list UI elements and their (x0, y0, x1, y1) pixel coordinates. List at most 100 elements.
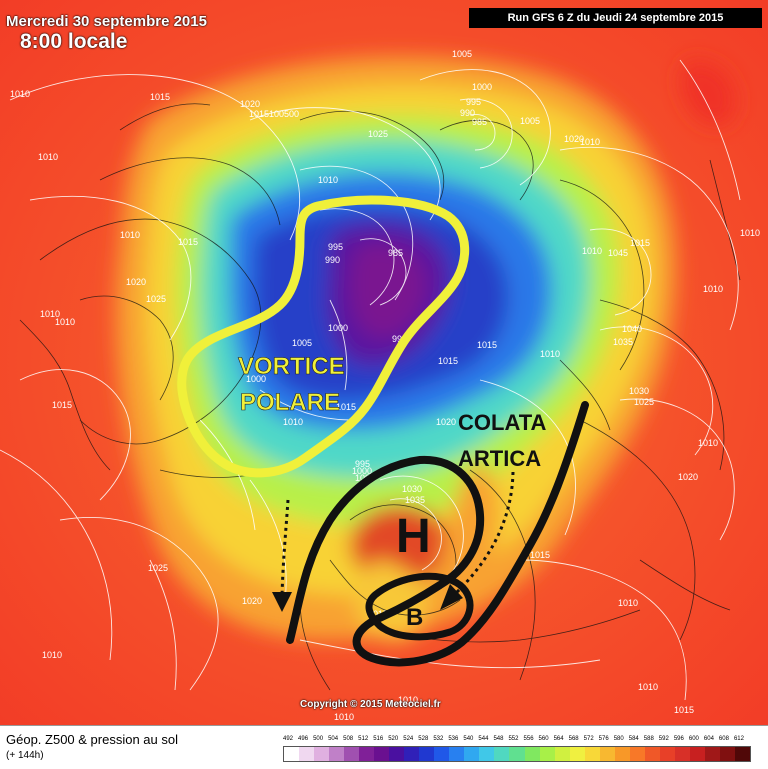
pressure-label: 995 (466, 97, 481, 107)
pressure-label: 1010 (55, 317, 75, 327)
pressure-label: 1030 (402, 484, 422, 494)
color-scale-label: 584 (628, 736, 639, 742)
pressure-label: 1005 (292, 338, 312, 348)
color-scale-label: 552 (508, 736, 519, 742)
coastlines (19, 103, 741, 691)
pressure-label: 995 (328, 242, 343, 252)
color-scale-label: 556 (523, 736, 534, 742)
ridge-outline (286, 401, 589, 667)
colata-label-line1: COLATA (458, 410, 546, 435)
color-scale-label: 536 (448, 736, 459, 742)
pressure-label: 1025 (148, 563, 168, 573)
pressure-label: 1025 (368, 129, 388, 139)
pressure-label: 1020 (436, 417, 456, 427)
pressure-label: 1015 (368, 609, 388, 619)
color-scale-label: 540 (463, 736, 474, 742)
forecast-time: 8:00 locale (20, 30, 128, 53)
color-scale-swatch (689, 747, 705, 761)
color-scale-swatch (449, 747, 465, 761)
arrow-east-head (440, 584, 463, 610)
pressure-label: 1010 (582, 246, 602, 256)
pressure-label: 1035 (405, 495, 425, 505)
color-scale-label: 608 (718, 736, 729, 742)
pressure-label: 1040 (622, 324, 642, 334)
flow-arrows (272, 471, 515, 612)
low-pressure-label: B (406, 604, 423, 631)
copyright: Copyright © 2015 Meteociel.fr (300, 699, 441, 710)
pressure-label: 1000 (472, 82, 492, 92)
pressure-label: 1010 (618, 598, 638, 608)
pressure-label: 1015 (530, 550, 550, 560)
color-scale-label: 508 (343, 736, 354, 742)
pressure-label: 1025 (634, 397, 654, 407)
legend-title: Géop. Z500 & pression au sol (6, 732, 178, 747)
color-scale-label: 576 (598, 736, 609, 742)
color-scale (283, 746, 751, 762)
color-scale-swatch (494, 747, 510, 761)
color-scale-label: 500 (313, 736, 324, 742)
pressure-label: 990 (460, 108, 475, 118)
color-scale-swatch (644, 747, 660, 761)
color-scale-swatch (419, 747, 435, 761)
colata-label-line2: ARTICA (458, 446, 541, 471)
color-scale-label: 560 (538, 736, 549, 742)
color-scale-swatch (299, 747, 315, 761)
color-scale-label: 504 (328, 736, 339, 742)
legend-bar: Géop. Z500 & pression au sol (+ 144h) 49… (0, 725, 768, 769)
pressure-label: 1010 (740, 228, 760, 238)
pressure-label: 1010 (703, 284, 723, 294)
pressure-label: 1020 (678, 472, 698, 482)
pressure-label: 1015 (52, 400, 72, 410)
color-scale-label: 572 (583, 736, 594, 742)
vortex-label-line1: VORTICE (238, 353, 345, 380)
color-scale-swatch (569, 747, 585, 761)
pressure-label: 1045 (608, 248, 628, 258)
color-scale-label: 580 (613, 736, 624, 742)
pressure-label: 1025 (146, 294, 166, 304)
color-scale-label: 604 (703, 736, 714, 742)
color-scale-swatch (404, 747, 420, 761)
color-scale-swatch (674, 747, 690, 761)
weather-map: 1010 1015 1020 1015100500 1025 1005 1000… (0, 0, 768, 725)
color-scale-swatch (434, 747, 450, 761)
color-scale-swatch (704, 747, 720, 761)
pressure-label: 990 (325, 255, 340, 265)
pressure-label: 1010 (334, 712, 354, 722)
color-scale-swatch (284, 747, 300, 761)
pressure-label: 1015 (178, 237, 198, 247)
pressure-label: 1010 (318, 175, 338, 185)
color-scale-label: 532 (433, 736, 444, 742)
color-scale-swatch (659, 747, 675, 761)
pressure-label: 1020 (564, 134, 584, 144)
color-scale-swatch (584, 747, 600, 761)
forecast-date: Mercredi 30 septembre 2015 (6, 13, 207, 30)
color-scale-swatch (734, 747, 750, 761)
high-pressure-label: H (396, 510, 431, 563)
color-scale-label: 528 (418, 736, 429, 742)
color-scale-label: 524 (403, 736, 414, 742)
color-scale-swatch (614, 747, 630, 761)
pressure-label: 1010 (283, 417, 303, 427)
color-scale-label: 592 (658, 736, 669, 742)
color-scale-label: 520 (388, 736, 399, 742)
pressure-label: 985 (388, 248, 403, 258)
pressure-label: 1015 (674, 705, 694, 715)
color-scale-labels: 492 496 500 504 508 512 516 520 524 528 532 536 540 5… (283, 736, 749, 746)
color-scale-label: 512 (358, 736, 369, 742)
color-scale-label: 516 (373, 736, 384, 742)
color-scale-swatch (719, 747, 735, 761)
pressure-label: 1010 (120, 230, 140, 240)
pressure-label: 1010 (398, 695, 418, 705)
color-scale-label: 496 (298, 736, 309, 742)
arrow-west-head (272, 592, 292, 612)
pressure-label: 1020 (242, 596, 262, 606)
pressure-label: 1030 (629, 386, 649, 396)
pressure-label: 1035 (613, 337, 633, 347)
pressure-label: 1015 (336, 402, 356, 412)
pressure-label: 1005 (520, 116, 540, 126)
pressure-label: 1010 (698, 438, 718, 448)
vortex-label-line2: POLARE (240, 389, 340, 416)
color-scale-swatch (464, 747, 480, 761)
color-scale-swatch (374, 747, 390, 761)
pressure-label: 1015 (150, 92, 170, 102)
